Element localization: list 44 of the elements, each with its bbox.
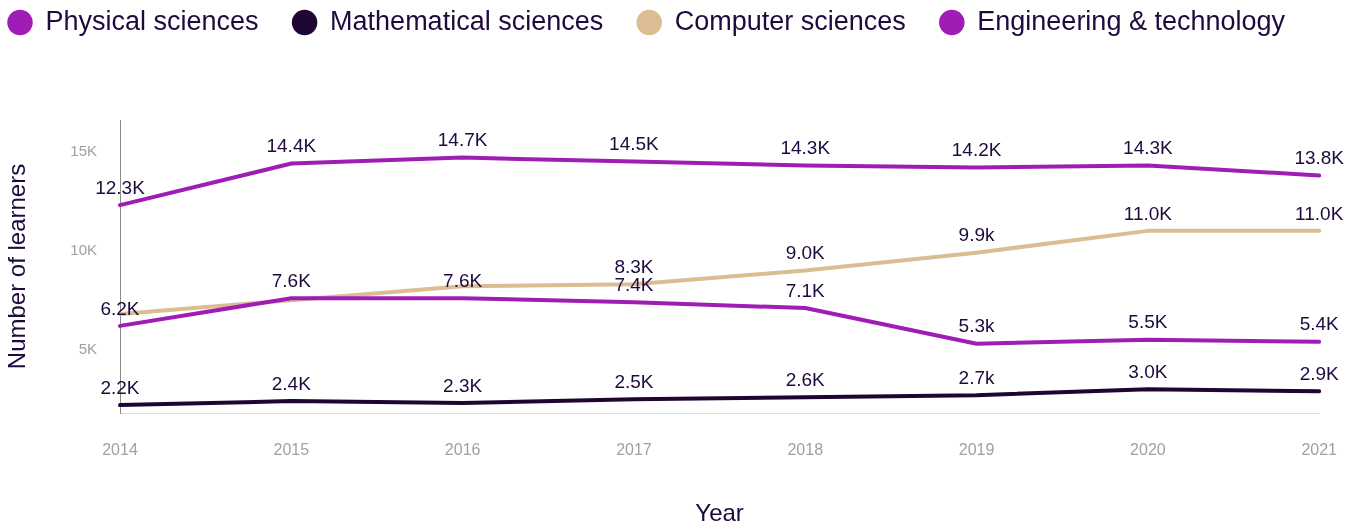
data-label: 2.5K (614, 370, 654, 392)
data-label: 2.4K (271, 372, 312, 394)
data-label: 7.6K (271, 269, 312, 291)
data-label: 12.3K (95, 176, 146, 198)
legend-label: Engineering & technology (977, 5, 1286, 36)
data-label: 6.2K (100, 297, 140, 319)
y-axis-title: Number of learners (3, 163, 31, 370)
x-tick-label: 2019 (958, 441, 995, 459)
data-label: 14.2K (951, 139, 1002, 161)
y-tick-label: 5K (78, 339, 97, 357)
data-label: 9.9k (958, 224, 996, 246)
y-tick-label: 10K (70, 240, 97, 258)
x-axis-title: Year (695, 498, 744, 521)
data-label: 13.8K (1294, 147, 1345, 169)
data-label: 2.7k (958, 366, 996, 388)
data-label: 2.3K (443, 374, 483, 396)
data-label: 5.5K (1128, 311, 1168, 333)
data-label: 14.7K (437, 129, 488, 151)
x-tick-label: 2021 (1301, 441, 1338, 459)
x-tick-label: 2015 (273, 441, 310, 459)
legend-label: Physical sciences (45, 5, 259, 36)
data-label: 2.2K (100, 376, 140, 398)
data-label: 11.0K (1123, 202, 1173, 224)
legend-label: Computer sciences (674, 5, 906, 36)
data-label: 7.6K (443, 269, 483, 291)
x-tick-label: 2014 (102, 441, 138, 459)
data-label: 7.1K (785, 279, 826, 301)
x-tick-label: 2016 (444, 441, 481, 459)
y-tick-label: 15K (70, 141, 97, 159)
data-label: 14.4K (266, 135, 317, 157)
x-tick-label: 2017 (616, 441, 652, 459)
data-label: 14.3K (780, 137, 831, 159)
data-label: 14.5K (609, 133, 660, 155)
x-tick-label: 2020 (1130, 441, 1166, 459)
data-label: 5.3k (958, 315, 996, 337)
x-tick-label: 2018 (787, 441, 824, 459)
data-label: 2.6K (785, 368, 826, 390)
legend-label: Mathematical sciences (330, 5, 604, 36)
data-label: 11.0K (1295, 202, 1344, 224)
data-label: 2.9K (1299, 362, 1340, 384)
data-label: 9.0K (785, 242, 826, 264)
data-label: 5.4K (1299, 313, 1340, 335)
data-label: 14.3K (1123, 137, 1174, 159)
data-label: 3.0K (1128, 360, 1168, 382)
